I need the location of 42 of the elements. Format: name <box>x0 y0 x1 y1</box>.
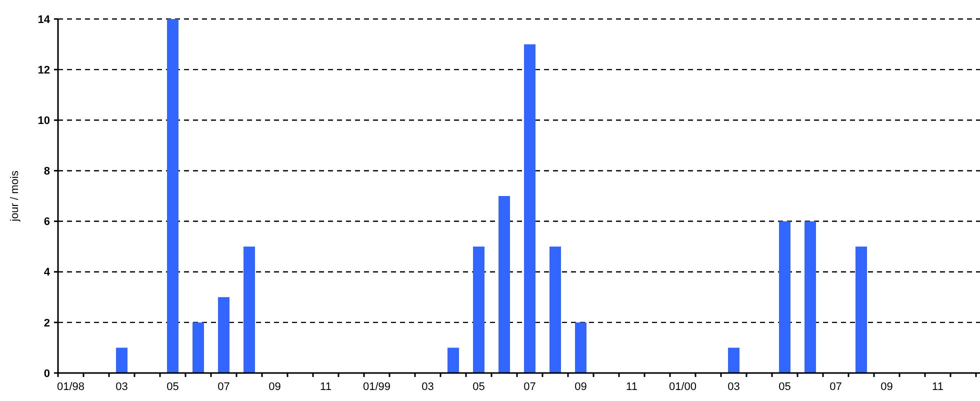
bar <box>473 246 484 373</box>
x-tick-label: 01/00 <box>668 381 697 393</box>
x-tick-label: 09 <box>268 381 281 393</box>
x-tick-label: 07 <box>830 381 842 393</box>
x-tick-label: 07 <box>524 381 536 393</box>
bar <box>192 322 204 373</box>
x-tick-label: 09 <box>880 381 893 393</box>
bar <box>728 348 740 373</box>
bar <box>804 221 816 373</box>
y-tick-label: 4 <box>44 266 51 279</box>
y-tick-label: 14 <box>38 14 51 26</box>
x-tick-label: 05 <box>472 381 485 393</box>
x-tick-label: 03 <box>422 381 434 393</box>
x-tick-label: 11 <box>626 381 638 393</box>
bar <box>856 246 867 373</box>
y-tick-label: 0 <box>44 368 50 380</box>
y-tick-label: 10 <box>38 114 50 127</box>
x-tick-label: 11 <box>320 381 332 393</box>
bar <box>575 322 586 373</box>
bar <box>498 196 510 373</box>
x-tick-label: 01/99 <box>362 381 391 393</box>
y-tick-label: 8 <box>44 166 50 178</box>
x-tick-label: 05 <box>166 381 179 393</box>
x-tick-label: 03 <box>728 381 740 393</box>
x-tick-label: 03 <box>116 381 128 393</box>
y-tick-label: 12 <box>38 64 50 76</box>
bar <box>550 246 561 373</box>
x-tick-label: 11 <box>932 381 944 393</box>
x-tick-label: 07 <box>218 381 230 393</box>
bar <box>218 297 230 373</box>
bar <box>116 348 128 373</box>
bar <box>244 246 255 373</box>
bar <box>524 44 536 373</box>
bar <box>167 19 178 373</box>
x-tick-label: 01/98 <box>56 381 85 393</box>
y-tick-label: 2 <box>44 317 50 330</box>
y-axis-title: jour / mois <box>9 170 21 222</box>
x-tick-label: 05 <box>778 381 791 393</box>
y-tick-label: 6 <box>44 216 50 228</box>
x-tick-label: 09 <box>574 381 587 393</box>
bar <box>448 348 459 373</box>
bar <box>779 221 790 373</box>
